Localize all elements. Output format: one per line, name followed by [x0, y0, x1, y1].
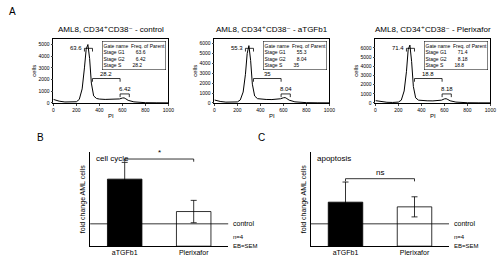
svg-text:ns: ns [376, 168, 384, 177]
svg-text:3000: 3000 [38, 65, 49, 71]
svg-text:1000: 1000 [199, 90, 210, 96]
svg-text:63.6: 63.6 [70, 45, 82, 51]
svg-text:71.4: 71.4 [392, 45, 404, 51]
svg-text:1000: 1000 [485, 107, 496, 113]
svg-text:PI: PI [108, 113, 114, 119]
svg-text:0: 0 [213, 107, 216, 113]
svg-text:400: 400 [417, 107, 426, 113]
svg-text:3000: 3000 [199, 70, 210, 76]
svg-text:600: 600 [118, 107, 127, 113]
svg-text:5000: 5000 [199, 50, 210, 56]
svg-text:AML8, CD34⁺CD38⁻ - Plerixafor: AML8, CD34⁺CD38⁻ - Plerixafor [375, 25, 491, 34]
svg-text:AML8, CD34⁺CD38⁻ - control: AML8, CD34⁺CD38⁻ - control [58, 25, 164, 34]
svg-text:C: C [258, 132, 265, 143]
svg-text:5000: 5000 [360, 54, 371, 60]
svg-text:EB=SEM: EB=SEM [233, 243, 258, 249]
svg-text:*: * [158, 148, 161, 157]
svg-text:800: 800 [463, 107, 472, 113]
svg-text:PI: PI [430, 113, 436, 119]
svg-text:4000: 4000 [199, 60, 210, 66]
svg-text:control: control [454, 220, 475, 227]
svg-text:A: A [9, 6, 16, 17]
svg-text:8.04: 8.04 [280, 86, 292, 92]
svg-text:1000: 1000 [324, 107, 335, 113]
svg-text:aTGFb1: aTGFb1 [333, 249, 359, 256]
svg-text:PI: PI [269, 113, 275, 119]
svg-text:200: 200 [394, 107, 403, 113]
svg-text:5000: 5000 [38, 41, 49, 47]
svg-text:1000: 1000 [360, 91, 371, 97]
svg-text:fold change AML cells: fold change AML cells [79, 165, 87, 233]
svg-text:35: 35 [264, 71, 271, 77]
svg-text:1000: 1000 [163, 107, 174, 113]
svg-text:0: 0 [369, 100, 372, 106]
svg-text:cells: cells [353, 65, 359, 77]
svg-text:2000: 2000 [38, 76, 49, 82]
svg-text:0: 0 [52, 107, 55, 113]
svg-text:B: B [37, 132, 44, 143]
svg-text:8.18: 8.18 [441, 86, 453, 92]
svg-text:6.42: 6.42 [119, 86, 131, 92]
svg-text:4000: 4000 [360, 63, 371, 69]
svg-text:control: control [233, 220, 254, 227]
svg-text:6000: 6000 [199, 40, 210, 46]
svg-text:400: 400 [95, 107, 104, 113]
svg-text:0: 0 [374, 107, 377, 113]
svg-text:6000: 6000 [360, 45, 371, 51]
svg-text:n=4: n=4 [454, 234, 465, 240]
svg-text:EB=SEM: EB=SEM [454, 243, 479, 249]
svg-text:cell cycle: cell cycle [96, 154, 129, 163]
svg-text:apoptosis: apoptosis [317, 154, 351, 163]
svg-text:28.2: 28.2 [100, 71, 112, 77]
svg-text:cells: cells [192, 65, 198, 77]
svg-text:4000: 4000 [38, 53, 49, 59]
svg-text:Gate name Freq. of ParentStag: Gate name Freq. of ParentStage G1 55.3St… [265, 43, 326, 69]
svg-text:200: 200 [233, 107, 242, 113]
svg-text:1000: 1000 [38, 88, 49, 94]
svg-text:0: 0 [208, 100, 211, 106]
svg-text:cells: cells [31, 65, 37, 77]
svg-text:n=4: n=4 [233, 234, 244, 240]
svg-text:Gate name Freq. of ParentStag: Gate name Freq. of ParentStage G1 63.6St… [104, 43, 165, 69]
svg-text:aTGFb1: aTGFb1 [112, 249, 138, 256]
svg-text:200: 200 [72, 107, 81, 113]
svg-text:18.8: 18.8 [422, 71, 434, 77]
svg-text:55.3: 55.3 [231, 45, 243, 51]
svg-text:2000: 2000 [360, 81, 371, 87]
svg-text:400: 400 [256, 107, 265, 113]
svg-text:AML8, CD34⁺CD38⁻ - aTGFb1: AML8, CD34⁺CD38⁻ - aTGFb1 [216, 25, 328, 34]
svg-text:fold change AML cells: fold change AML cells [300, 165, 308, 233]
svg-text:Gate name Freq. of ParentStag: Gate name Freq. of ParentStage G1 71.4St… [426, 43, 487, 69]
svg-text:3000: 3000 [360, 72, 371, 78]
svg-text:2000: 2000 [199, 80, 210, 86]
svg-text:600: 600 [440, 107, 449, 113]
svg-text:800: 800 [302, 107, 311, 113]
svg-text:0: 0 [47, 100, 50, 106]
svg-text:Plerixafor: Plerixafor [179, 249, 209, 256]
svg-text:Plerixafor: Plerixafor [400, 249, 430, 256]
svg-text:600: 600 [279, 107, 288, 113]
svg-text:800: 800 [141, 107, 150, 113]
